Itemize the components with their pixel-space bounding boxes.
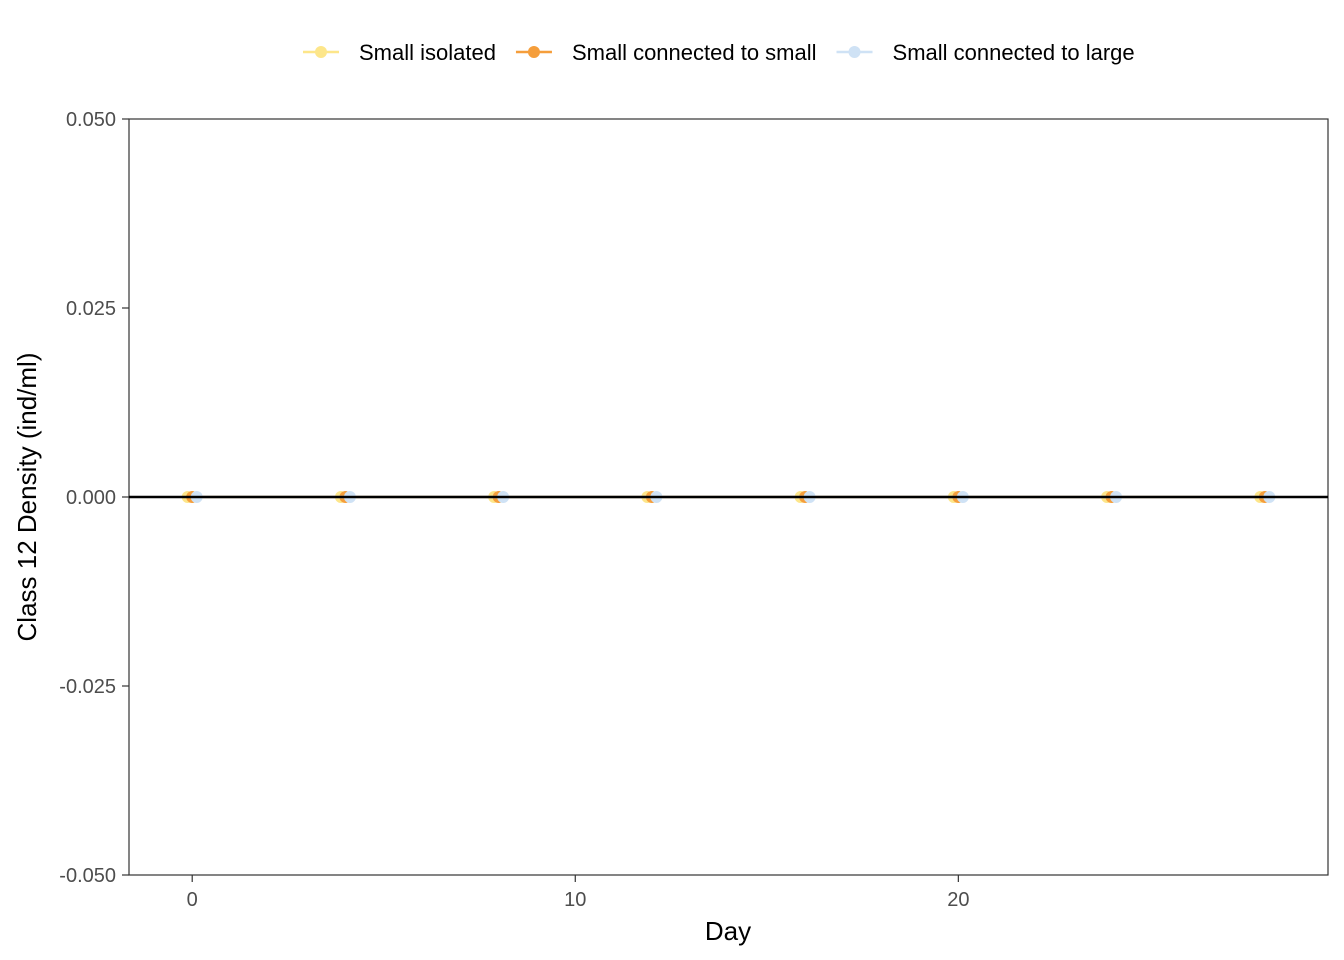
legend-key-point [848,46,861,58]
x-tick-label: 10 [564,889,586,911]
legend-item: Small connected to small [515,40,817,65]
y-axis-title: Class 12 Density (ind/ml) [12,353,42,642]
legend: Small isolated Small connected to small Sm… [303,40,1135,65]
legend-key-point [527,46,540,58]
y-tick-label: 0.050 [66,109,116,131]
legend-item: Small connected to large [836,40,1135,65]
legend-key-point [315,46,327,58]
x-axis: 0 10 20 [187,875,969,911]
y-tick-label: -0.025 [59,676,116,698]
y-tick-label: 0.000 [66,487,116,509]
y-axis: -0.050 -0.025 0.000 0.025 0.050 [59,109,129,887]
legend-item: Small isolated [303,40,496,65]
y-tick-label: 0.025 [66,298,116,320]
x-tick-label: 20 [947,889,969,911]
legend-label: Small isolated [359,40,496,65]
legend-label: Small connected to large [893,40,1135,65]
legend-label: Small connected to small [572,40,817,65]
x-tick-label: 0 [187,889,198,911]
x-axis-title: Day [705,916,751,946]
y-tick-label: -0.050 [59,865,116,887]
